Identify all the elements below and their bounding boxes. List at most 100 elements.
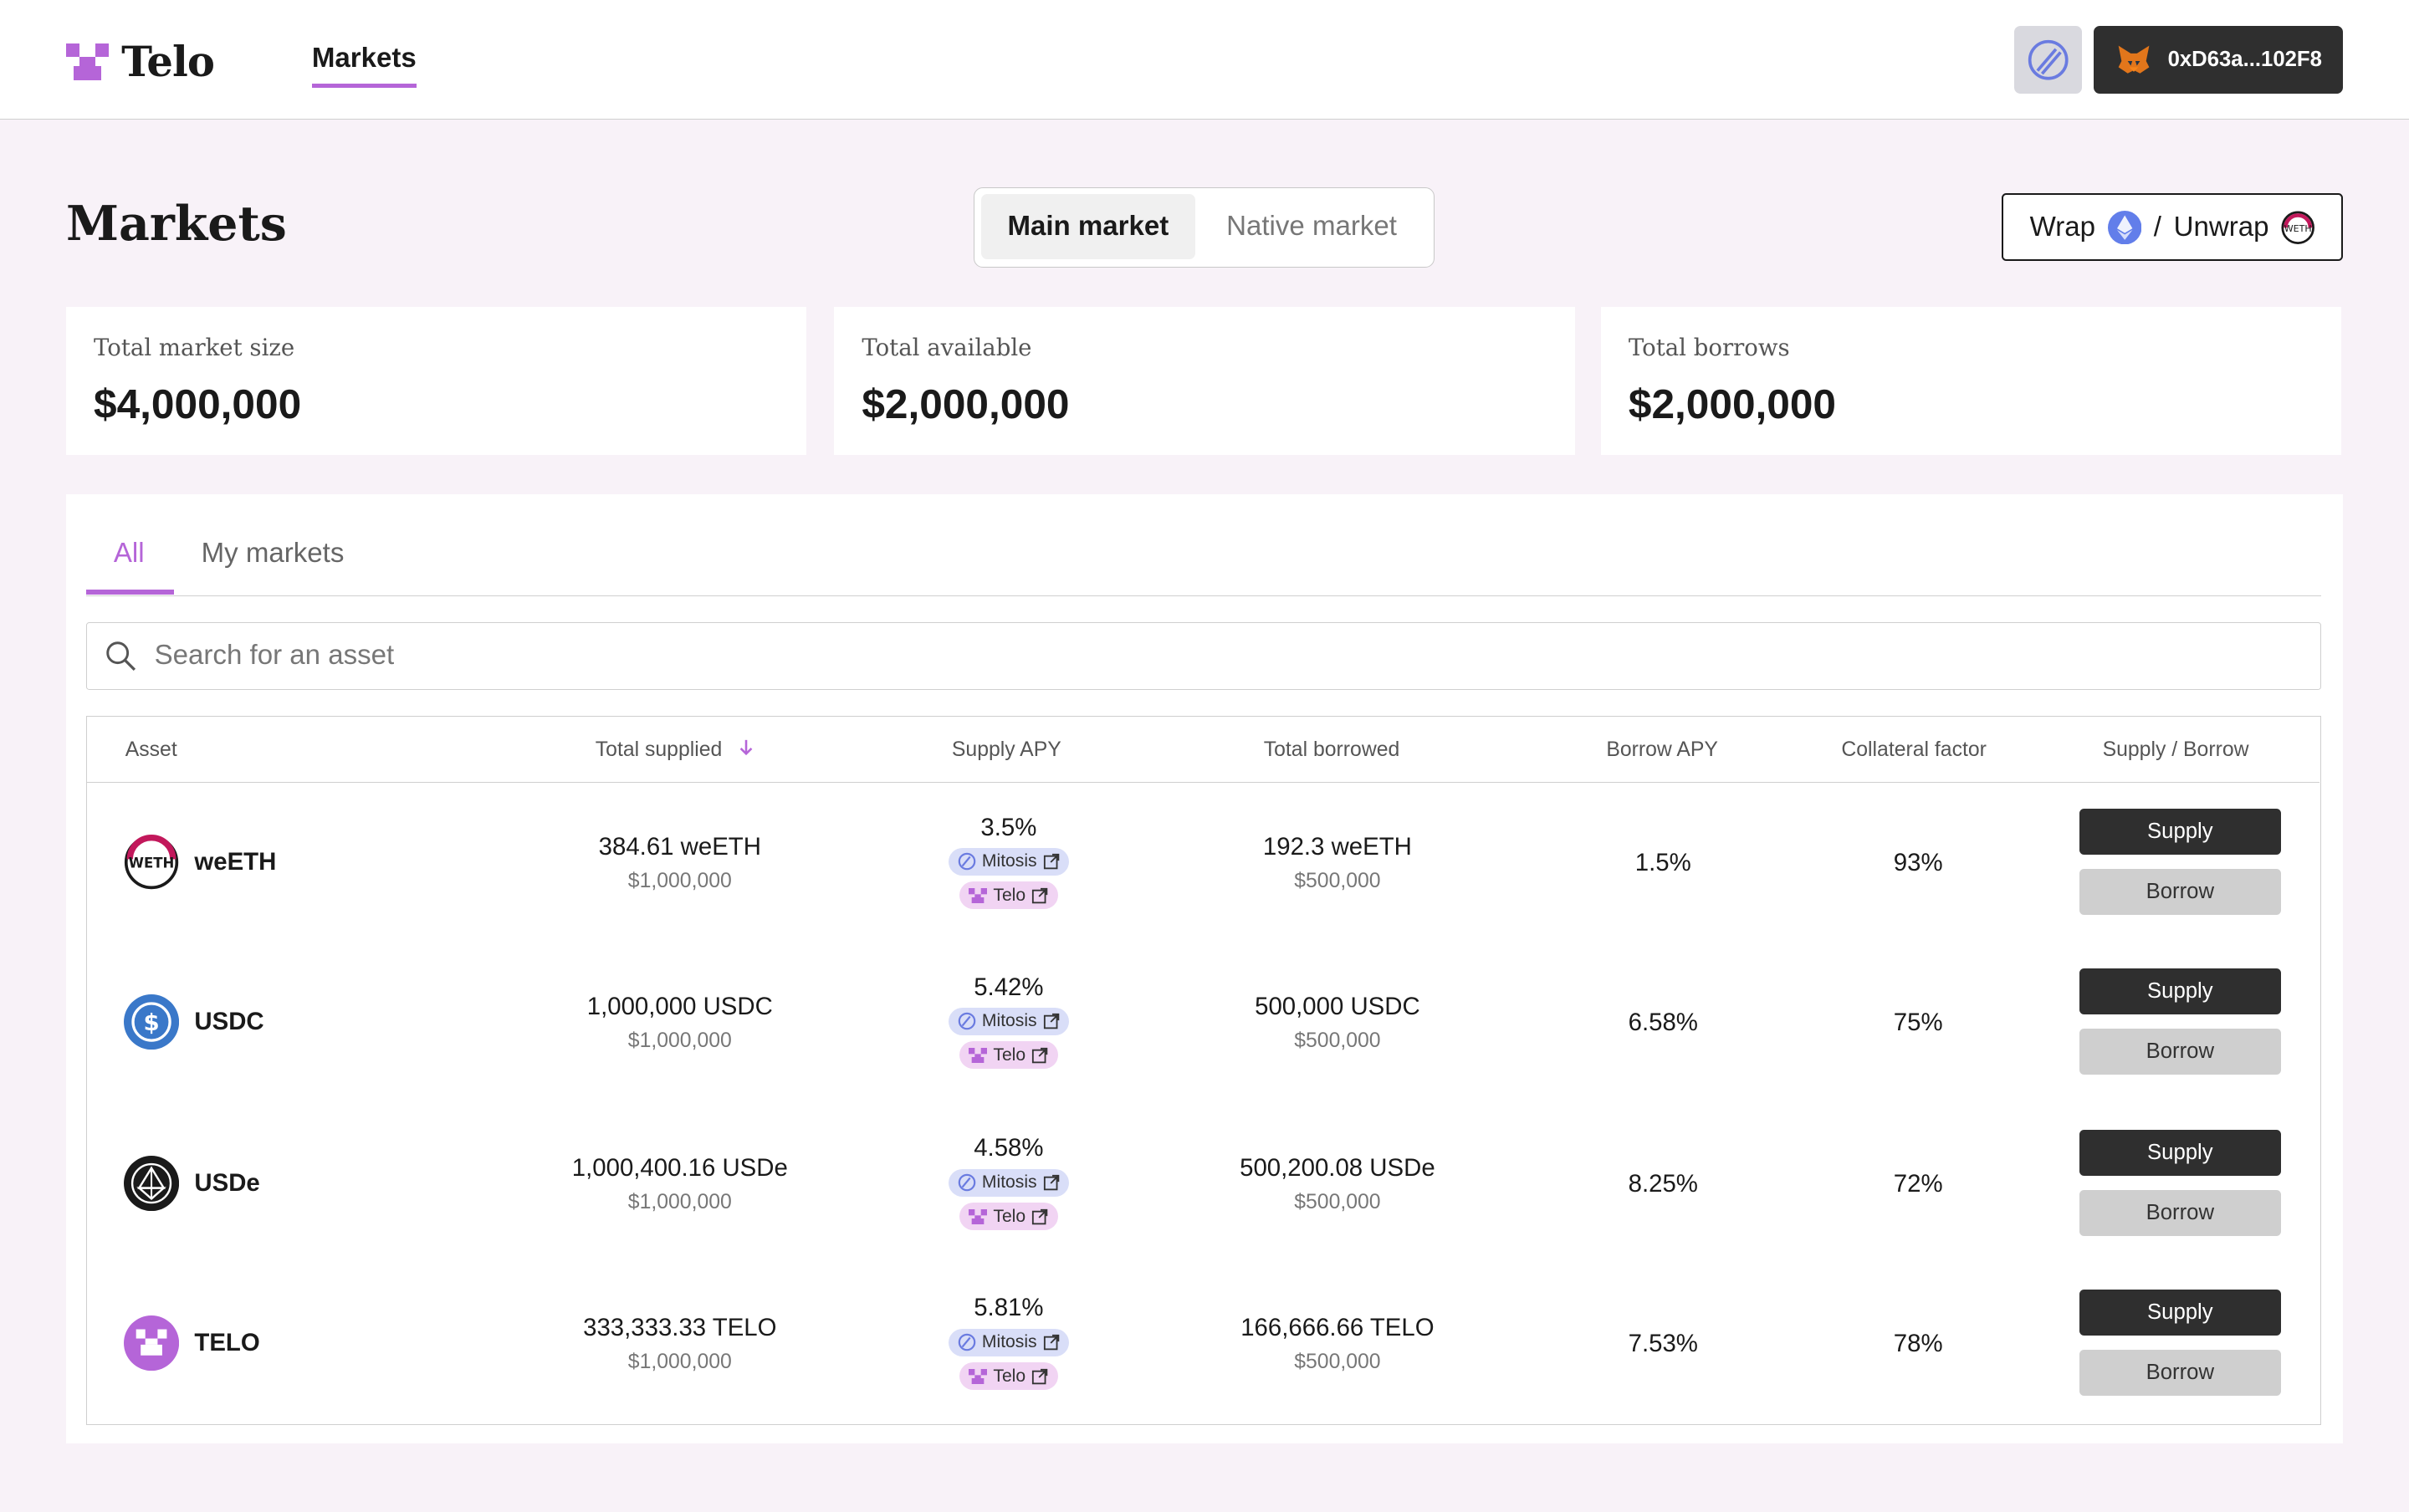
- collateral-factor-value: 72%: [1893, 1169, 1943, 1198]
- markets-panel: All My markets Asset Total supplied: [65, 494, 2343, 1444]
- supply-apy-value: 5.81%: [974, 1294, 1044, 1322]
- borrow-button[interactable]: Borrow: [2079, 1028, 2281, 1075]
- supplied-usd: $1,000,000: [627, 1190, 732, 1213]
- borrowed-amount: 192.3 weETH: [1262, 833, 1412, 861]
- borrowed-usd: $500,000: [1294, 869, 1381, 892]
- borrow-button[interactable]: Borrow: [2079, 1189, 2281, 1236]
- stat-value: $2,000,000: [1628, 381, 1837, 428]
- supply-apy-cell: 5.81% Mitosis Telo: [917, 1294, 1101, 1391]
- borrow-button[interactable]: Borrow: [2079, 868, 2281, 915]
- mitosis-icon: [958, 1334, 975, 1351]
- wallet-address: 0xD63a...102F8: [2167, 48, 2322, 72]
- header-total-supplied[interactable]: Total supplied: [596, 738, 755, 762]
- table-row[interactable]: $ USDC 1,000,000 USDC $1,000,000 5.42% M…: [87, 942, 2319, 1102]
- wrap-label: Wrap: [2029, 211, 2095, 243]
- table-row[interactable]: USDe 1,000,400.16 USDe $1,000,000 4.58% …: [87, 1104, 2319, 1264]
- telo-icon: [969, 1208, 988, 1224]
- asset-name: USDe: [194, 1169, 260, 1198]
- borrowed-cell: 166,666.66 TELO $500,000: [1205, 1314, 1470, 1373]
- stat-card-market-size: Total market size $4,000,000: [65, 307, 807, 455]
- telo-label: Telo: [993, 1206, 1026, 1226]
- wrap-unwrap-button[interactable]: Wrap / Unwrap WETH: [2002, 193, 2343, 262]
- tab-all[interactable]: All: [113, 537, 145, 569]
- mitosis-label: Mitosis: [981, 1011, 1037, 1031]
- supplied-cell: 384.61 weETH $1,000,000: [548, 833, 812, 892]
- telo-chip[interactable]: Telo: [959, 1041, 1058, 1070]
- supplied-usd: $1,000,000: [627, 1350, 732, 1373]
- tab-my-markets[interactable]: My markets: [201, 537, 345, 569]
- table-header: Asset Total supplied Supply APY Total bo…: [86, 717, 2319, 783]
- header-supply-borrow: Supply / Borrow: [2102, 738, 2249, 761]
- action-cell: Supply Borrow: [2079, 809, 2281, 915]
- usde-token-icon: [123, 1156, 180, 1212]
- stat-label: Total borrows: [1628, 335, 1790, 362]
- supply-button[interactable]: Supply: [2079, 968, 2281, 1015]
- mitosis-chip[interactable]: Mitosis: [948, 1328, 1070, 1356]
- table-row[interactable]: TELO 333,333.33 TELO $1,000,000 5.81% Mi…: [87, 1264, 2319, 1423]
- mitosis-chip[interactable]: Mitosis: [948, 1168, 1070, 1197]
- header-asset[interactable]: Asset: [125, 738, 177, 761]
- header-total-supplied-label: Total supplied: [595, 738, 723, 761]
- network-button[interactable]: [2013, 26, 2082, 94]
- header-collateral-factor[interactable]: Collateral factor: [1841, 738, 1987, 761]
- asset-cell: $ USDC: [123, 994, 264, 1050]
- markets-table: Asset Total supplied Supply APY Total bo…: [85, 715, 2322, 1426]
- supply-apy-value: 5.42%: [974, 973, 1044, 1001]
- borrowed-cell: 192.3 weETH $500,000: [1205, 833, 1470, 892]
- wallet-button[interactable]: 0xD63a...102F8: [2094, 26, 2343, 94]
- borrow-apy-value: 6.58%: [1628, 1008, 1698, 1036]
- asset-name: TELO: [194, 1329, 260, 1357]
- mitosis-icon: [958, 853, 975, 871]
- telo-chip[interactable]: Telo: [959, 1203, 1058, 1231]
- telo-chip[interactable]: Telo: [959, 881, 1058, 910]
- supplied-usd: $1,000,000: [627, 869, 732, 892]
- external-link-icon: [1043, 1175, 1060, 1191]
- top-header: Telo Markets 0xD63a...102F8: [0, 0, 2409, 120]
- svg-text:WETH: WETH: [129, 856, 175, 871]
- borrowed-cell: 500,200.08 USDe $500,000: [1205, 1154, 1470, 1213]
- stat-card-borrows: Total borrows $2,000,000: [1600, 307, 2342, 455]
- stat-label: Total market size: [94, 335, 295, 362]
- search-bar: [85, 621, 2322, 690]
- supply-button[interactable]: Supply: [2079, 1129, 2281, 1177]
- mitosis-chip[interactable]: Mitosis: [948, 1007, 1070, 1035]
- header-total-borrowed[interactable]: Total borrowed: [1263, 738, 1400, 761]
- telo-icon: [969, 887, 988, 904]
- borrowed-usd: $500,000: [1294, 1029, 1381, 1052]
- borrowed-amount: 500,000 USDC: [1255, 993, 1420, 1021]
- header-borrow-apy[interactable]: Borrow APY: [1606, 738, 1718, 761]
- telo-label: Telo: [993, 885, 1026, 905]
- header-supply-apy[interactable]: Supply APY: [951, 738, 1061, 761]
- external-link-icon: [1032, 1208, 1048, 1224]
- borrow-apy-value: 7.53%: [1628, 1329, 1698, 1357]
- external-link-icon: [1043, 1335, 1060, 1351]
- borrow-apy-value: 1.5%: [1634, 848, 1691, 876]
- tab-active-indicator: [85, 590, 174, 595]
- mitosis-chip[interactable]: Mitosis: [948, 847, 1070, 876]
- toggle-native-market[interactable]: Native market: [1226, 210, 1397, 242]
- nav-markets-link[interactable]: Markets: [311, 43, 417, 89]
- borrowed-amount: 166,666.66 TELO: [1240, 1314, 1435, 1342]
- asset-cell: USDe: [123, 1156, 260, 1212]
- supply-button[interactable]: Supply: [2079, 809, 2281, 856]
- telo-chip[interactable]: Telo: [959, 1362, 1058, 1391]
- supplied-cell: 1,000,400.16 USDe $1,000,000: [548, 1154, 812, 1213]
- supply-apy-value: 3.5%: [980, 813, 1037, 841]
- supply-button[interactable]: Supply: [2079, 1289, 2281, 1336]
- toggle-main-market[interactable]: Main market: [980, 194, 1195, 259]
- table-row[interactable]: WETH weETH 384.61 weETH $1,000,000 3.5% …: [87, 783, 2319, 942]
- supplied-cell: 333,333.33 TELO $1,000,000: [548, 1314, 812, 1373]
- market-tabs: All My markets: [85, 494, 2322, 596]
- mitosis-icon: [958, 1174, 975, 1192]
- borrowed-cell: 500,000 USDC $500,000: [1205, 993, 1470, 1052]
- collateral-factor-value: 78%: [1893, 1329, 1943, 1357]
- external-link-icon: [1043, 854, 1060, 870]
- borrow-button[interactable]: Borrow: [2079, 1349, 2281, 1396]
- supply-apy-cell: 5.42% Mitosis Telo: [917, 973, 1101, 1070]
- telo-logo[interactable]: Telo: [65, 37, 215, 86]
- supplied-usd: $1,000,000: [627, 1029, 732, 1052]
- action-cell: Supply Borrow: [2079, 968, 2281, 1075]
- collateral-factor-value: 75%: [1893, 1008, 1943, 1036]
- search-input[interactable]: [154, 640, 2275, 672]
- weeth-token-icon: WETH: [124, 835, 179, 890]
